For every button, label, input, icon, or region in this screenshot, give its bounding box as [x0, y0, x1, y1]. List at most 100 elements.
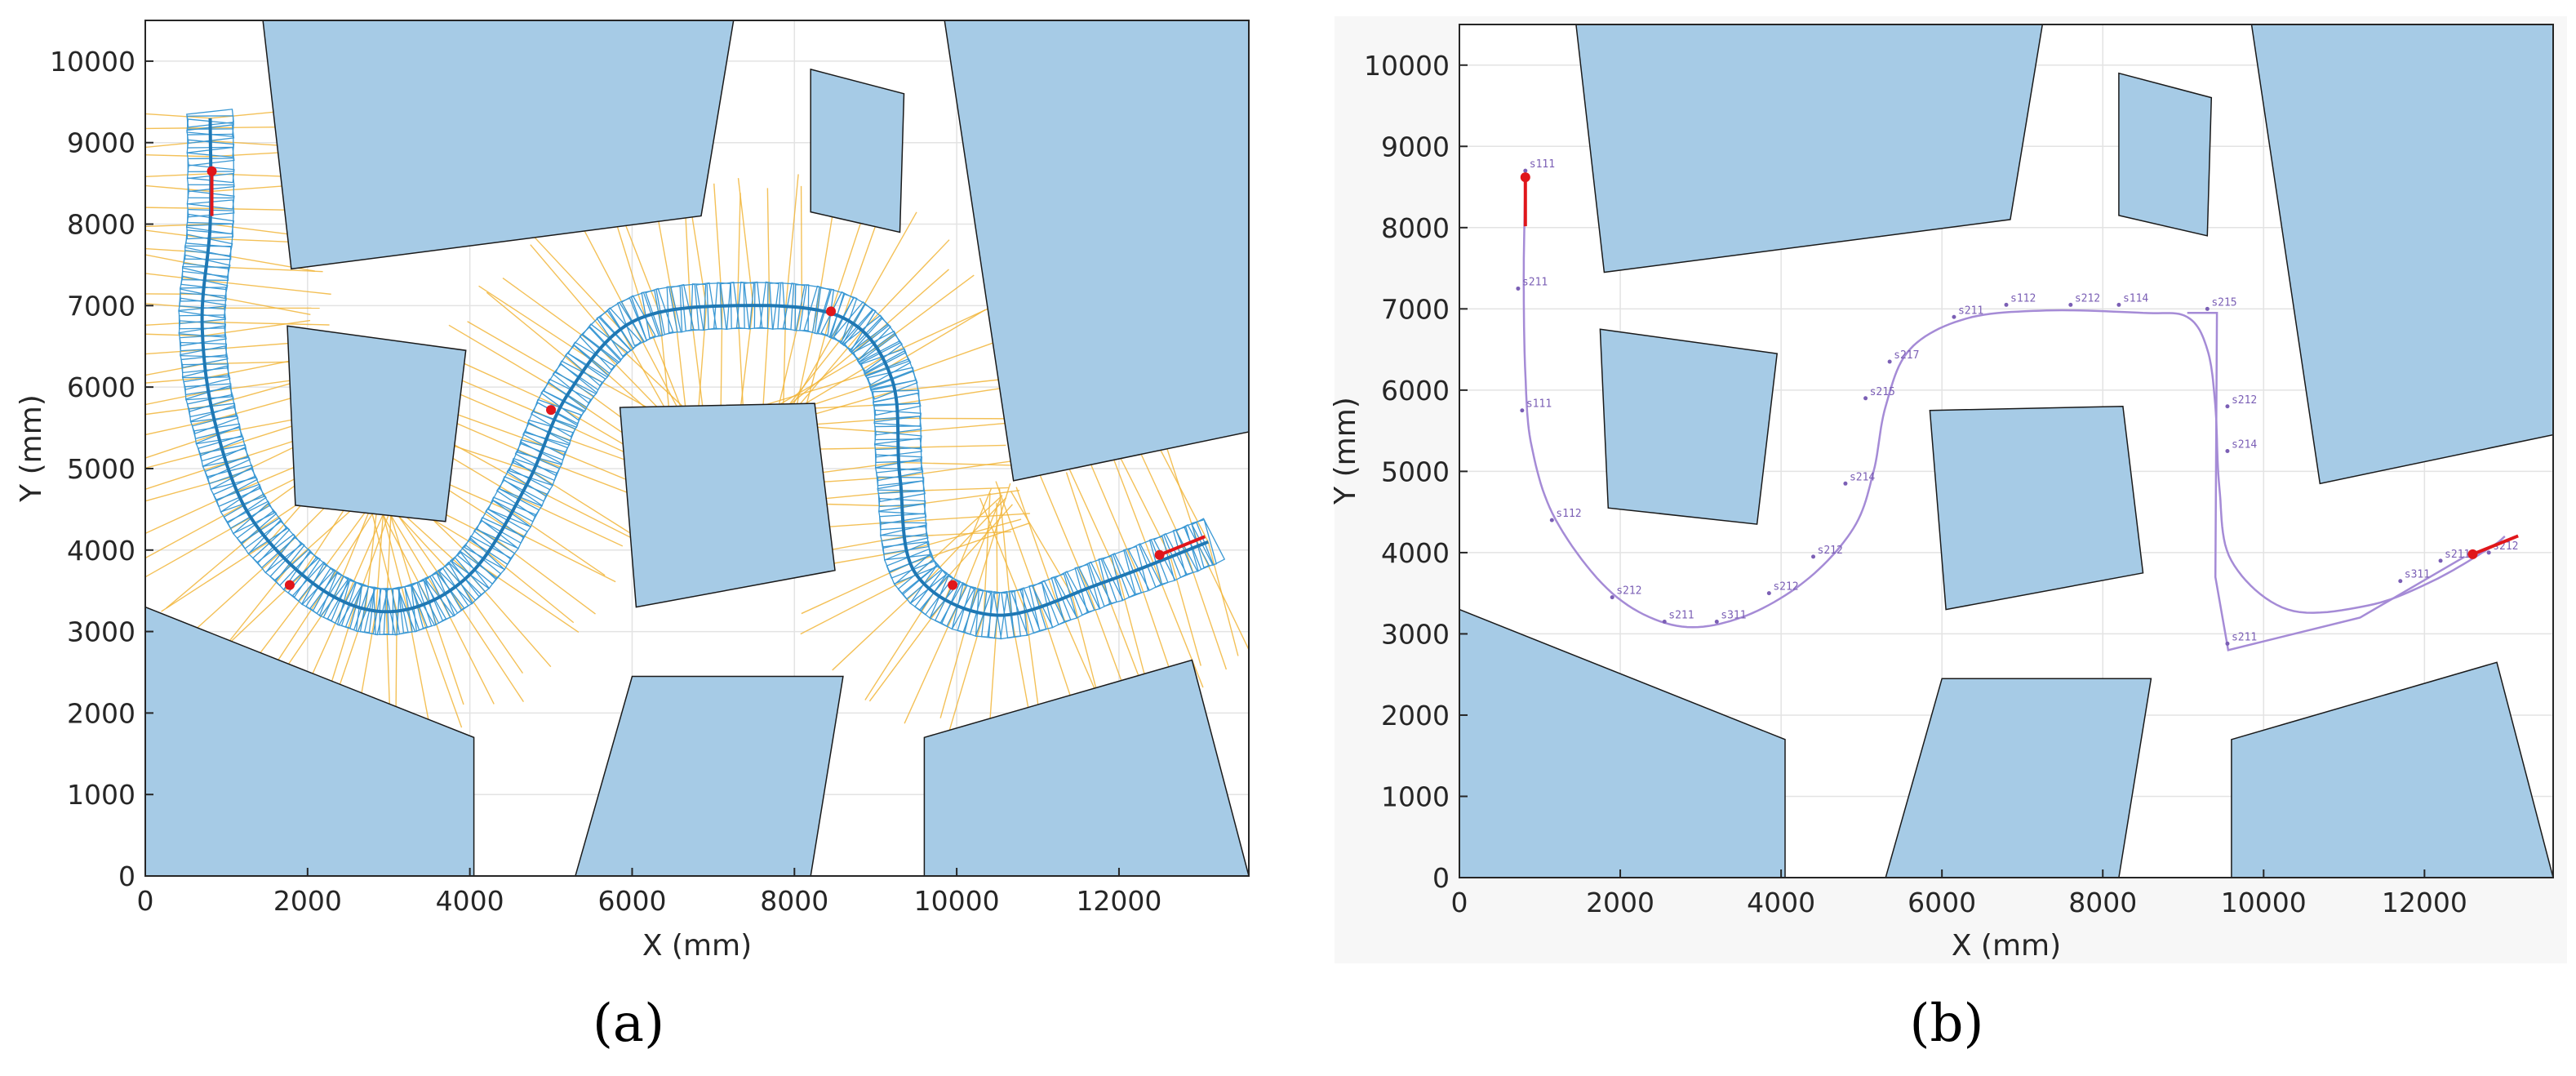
sensor-ray	[145, 173, 211, 177]
x-tick-label: 2000	[273, 885, 342, 917]
obstacles-b	[1459, 24, 2553, 878]
sensor-ray	[957, 497, 1002, 607]
sensor-ray	[998, 488, 1012, 615]
sensor-ray	[898, 420, 1026, 434]
planned-path	[1522, 177, 2506, 629]
sensor-ray	[899, 461, 1016, 466]
y-axis-label-b: Y (mm)	[1329, 397, 1362, 505]
sensor-ray	[145, 273, 205, 282]
panel-b: s111 s211 s111 s112 s212 s211 s311 s212 s212 s214…	[1329, 16, 2567, 1054]
pose-marker	[948, 580, 958, 590]
sensor-ray	[1197, 545, 1249, 651]
pose-marker	[1520, 172, 1530, 183]
y-tick-label: 6000	[67, 371, 135, 403]
x-tick-label: 4000	[1747, 887, 1815, 918]
sensor-ray	[769, 347, 877, 411]
waypoint-marker	[1523, 168, 1528, 173]
sensor-ray	[487, 552, 575, 624]
y-tick-label: 3000	[67, 616, 135, 648]
sensor-ray	[1086, 588, 1129, 698]
panel-label-a: (a)	[593, 994, 664, 1054]
waypoint-label: s214	[1850, 471, 1875, 483]
waypoint-marker	[2486, 550, 2491, 555]
waypoint-marker	[1662, 620, 1667, 624]
sensor-ray	[697, 306, 708, 420]
x-tick-label: 4000	[436, 885, 504, 917]
x-tick-label: 10000	[914, 885, 1000, 917]
waypoint-label: s215	[2211, 296, 2236, 309]
waypoint-label: s211	[1668, 610, 1694, 622]
obstacle	[1599, 328, 1779, 525]
sensor-ray	[785, 174, 799, 307]
sensor-ray	[800, 574, 917, 635]
waypoint-marker	[2225, 449, 2230, 453]
pose-marker	[546, 405, 557, 416]
sensor-ray	[145, 254, 207, 268]
sensor-ray	[519, 497, 624, 547]
x-axis-label-b: X (mm)	[1952, 929, 2061, 963]
obstacle	[2231, 661, 2553, 878]
sensor-ray	[876, 274, 975, 349]
waypoint-label: s211	[2445, 549, 2470, 561]
waypoint-marker	[2068, 302, 2073, 307]
sensor-ray	[145, 433, 219, 459]
pose-heading	[2472, 534, 2519, 556]
waypoint-label: s217	[1894, 349, 1919, 362]
waypoint-marker	[1887, 359, 1892, 364]
pose-marker	[2467, 549, 2478, 559]
y-tick-label: 10000	[50, 46, 135, 78]
path-a	[200, 118, 1210, 617]
y-tick-label: 9000	[1381, 131, 1450, 162]
waypoint-label: s212	[1773, 581, 1798, 594]
sensor-ray	[526, 484, 641, 543]
y-tick-label: 9000	[67, 127, 135, 159]
poses-a	[207, 166, 1206, 590]
sensor-ray	[1010, 491, 1073, 595]
x-tick-label: 12000	[2382, 887, 2467, 918]
obstacle	[2118, 72, 2213, 237]
sensor-ray	[948, 613, 985, 735]
obstacle	[2250, 24, 2553, 485]
waypoint-label: s311	[1721, 610, 1746, 622]
y-tick-label: 8000	[1381, 212, 1450, 244]
sensor-ray	[766, 188, 771, 306]
x-tick-label: 6000	[1908, 887, 1976, 918]
y-tick-label: 5000	[67, 453, 135, 485]
obstacle	[145, 606, 475, 876]
waypoint-marker	[1520, 408, 1525, 413]
sensor-ray	[897, 417, 1015, 420]
sensor-ray	[737, 193, 741, 306]
y-tick-label: 7000	[1381, 293, 1450, 325]
sensor-ray	[145, 349, 204, 355]
y-tick-label: 2000	[1381, 700, 1450, 731]
obstacle	[944, 20, 1249, 482]
sensor-ray	[202, 319, 311, 337]
sensor-ray	[1015, 487, 1057, 602]
sensor-ray	[631, 321, 685, 421]
waypoint-marker	[2225, 404, 2230, 409]
sensor-ray	[486, 291, 584, 372]
waypoint-label: s211	[1958, 305, 1983, 317]
sensor-ray	[344, 500, 390, 602]
waypoint-label: s311	[2405, 569, 2430, 581]
waypoint-marker	[1610, 595, 1614, 600]
waypoint-marker	[2438, 558, 2443, 563]
sensor-ray	[801, 562, 911, 615]
sensor-ray	[406, 609, 430, 724]
x-tick-label: 6000	[597, 885, 666, 917]
sensor-ray	[504, 525, 616, 583]
waypoint-marker	[1952, 314, 1956, 319]
waypoint-label: s212	[1616, 585, 1641, 598]
sensor-ray	[864, 592, 935, 700]
sensor-ray	[903, 513, 1030, 522]
sensor-ray	[868, 599, 946, 702]
obstacle	[1459, 608, 1786, 878]
obstacle	[810, 68, 905, 233]
reference-segment	[2187, 312, 2466, 651]
waypoint-label: s212	[2075, 292, 2100, 305]
pose-marker	[826, 306, 837, 317]
sensor-ray	[979, 497, 1027, 612]
sensor-ray	[779, 323, 855, 416]
waypoint-label: s214	[2232, 439, 2257, 451]
